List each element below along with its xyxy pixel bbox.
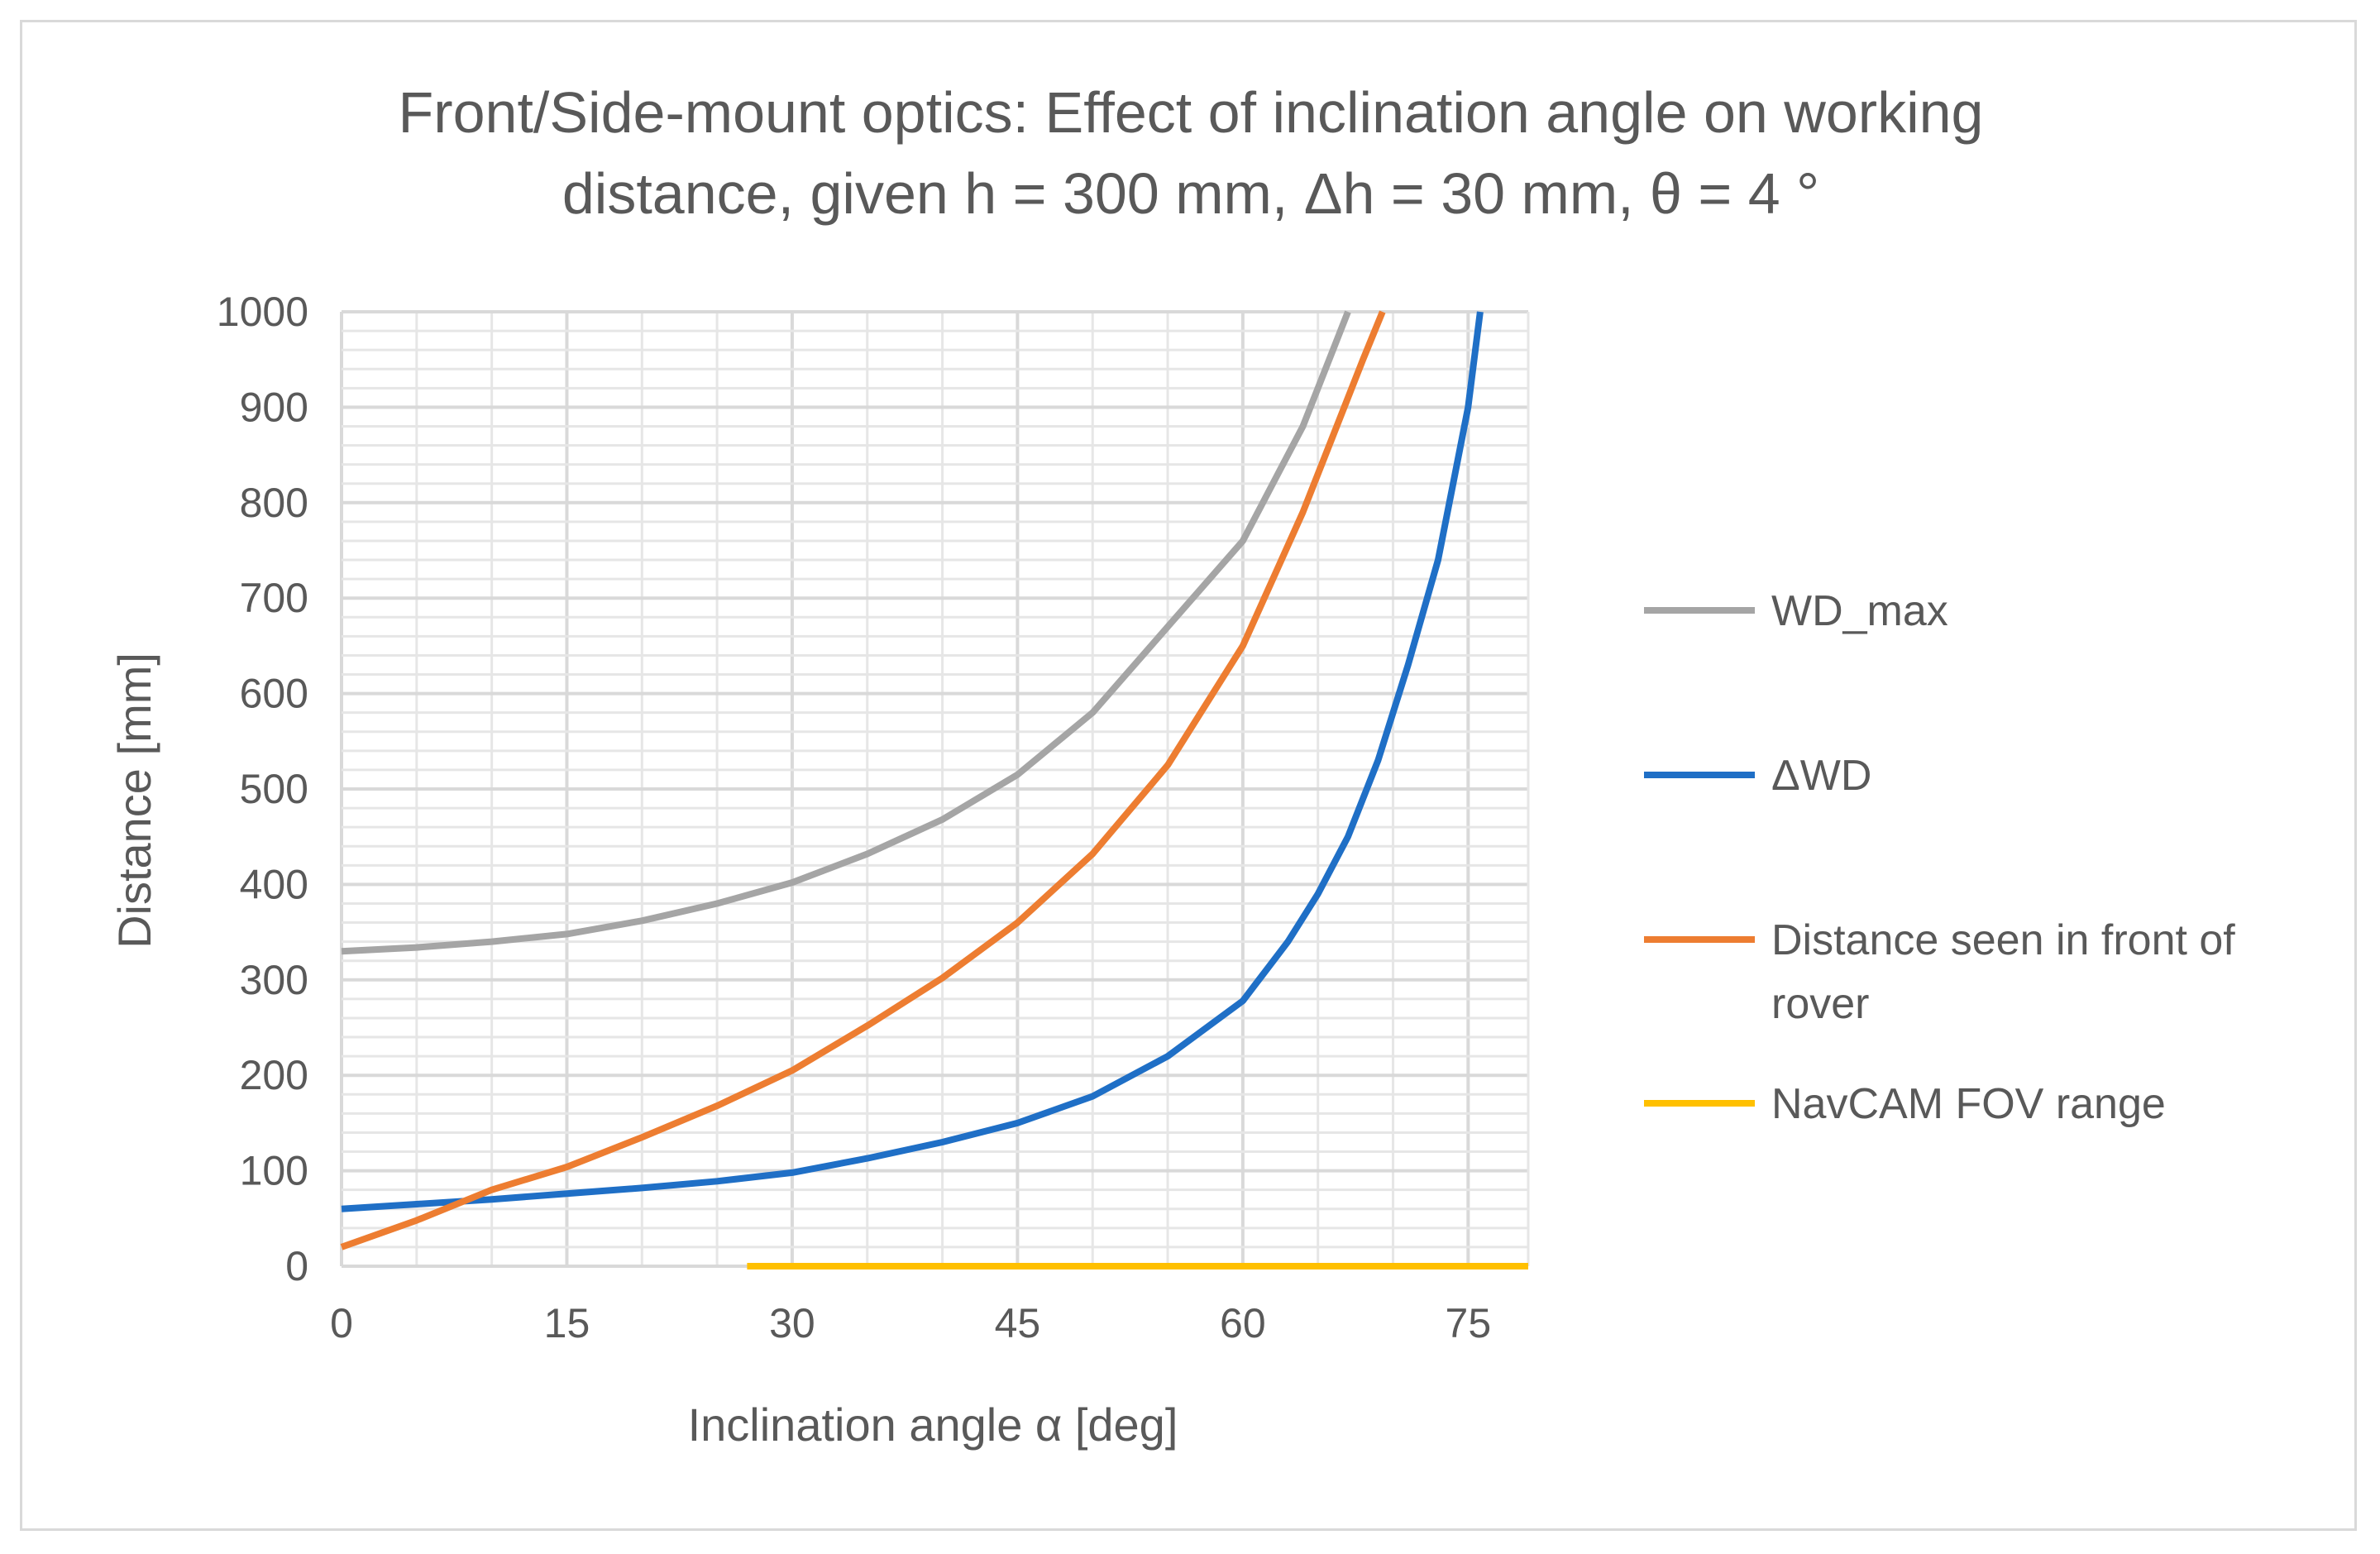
chart-frame (20, 20, 2357, 1531)
tick-labels: 0 15 30 45 60 75 0 100 200 300 400 500 600 700 800 900 1… (217, 289, 1491, 1346)
x-tick-label: 0 (330, 1300, 353, 1346)
x-tick-label: 45 (995, 1300, 1041, 1346)
grid (340, 310, 1530, 1268)
x-tick-label: 30 (769, 1300, 815, 1346)
y-tick-label: 1000 (217, 289, 308, 335)
y-tick-label: 800 (240, 480, 308, 526)
x-tick-label: 15 (544, 1300, 590, 1346)
y-tick-label: 0 (285, 1243, 308, 1289)
legend: WD_max ΔWD Distance seen in front of rov… (1644, 587, 2235, 1128)
y-tick-label: 500 (240, 766, 308, 812)
y-axis-label: Distance [mm] (108, 653, 160, 949)
series-line-0 (341, 310, 1351, 955)
x-tick-label: 60 (1220, 1300, 1266, 1346)
series-line-2 (340, 310, 1386, 1250)
y-tick-label: 600 (240, 671, 308, 717)
y-tick-label: 700 (240, 575, 308, 621)
legend-label-delta-wd: ΔWD (1771, 752, 1871, 800)
chart-title-line-1: Front/Side-mount optics: Effect of incli… (399, 80, 1984, 145)
series-line-1 (341, 311, 1484, 1212)
y-tick-label: 400 (240, 861, 308, 907)
y-tick-label: 300 (240, 957, 308, 1003)
y-tick-label: 100 (240, 1148, 308, 1194)
y-tick-label: 900 (240, 384, 308, 430)
x-tick-label: 75 (1446, 1300, 1492, 1346)
series-lines (340, 310, 1528, 1269)
legend-label-navcam-fov: NavCAM FOV range (1771, 1080, 2166, 1128)
y-tick-label: 200 (240, 1052, 308, 1098)
legend-label-distance-seen-line-1: Distance seen in front of (1771, 916, 2235, 964)
legend-label-wd-max: WD_max (1771, 587, 1948, 635)
chart-title-line-2: distance, given h = 300 mm, Δh = 30 mm, … (562, 161, 1819, 226)
x-axis-label: Inclination angle α [deg] (688, 1399, 1178, 1451)
legend-label-distance-seen-line-2: rover (1771, 980, 1869, 1028)
